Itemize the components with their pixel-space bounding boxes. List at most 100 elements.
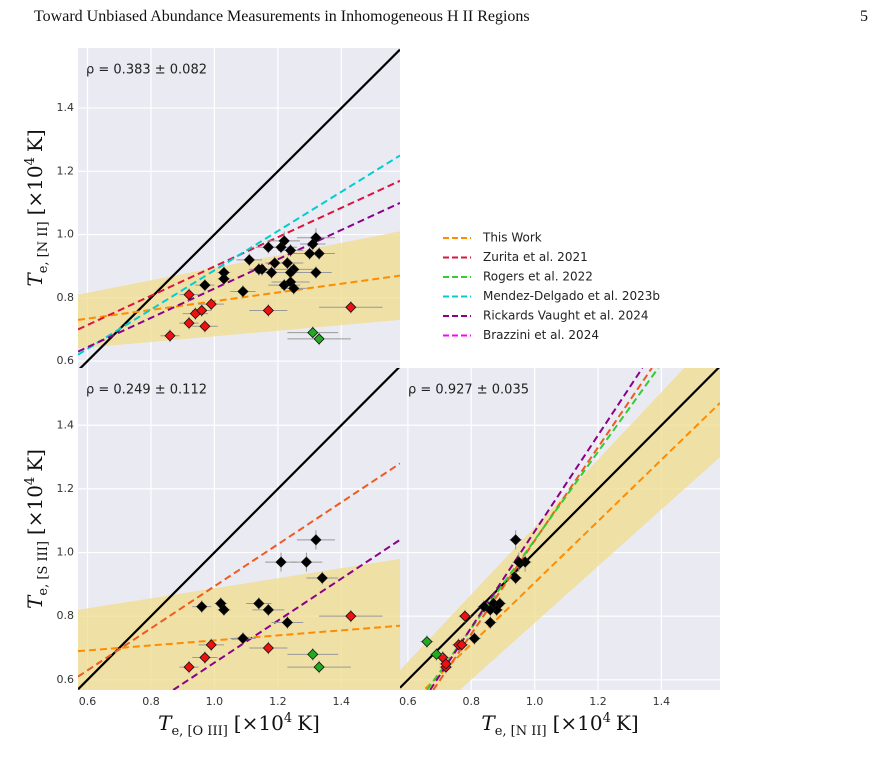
legend-label: Rickards Vaught et al. 2024 [483, 309, 649, 323]
one-to-one-line [78, 48, 400, 368]
data-point [237, 632, 249, 645]
y-tick-label: 1.2 [57, 164, 75, 177]
fit-line [78, 202, 400, 353]
data-point [183, 661, 195, 673]
data-point [494, 597, 506, 610]
label-symbol: T [23, 272, 47, 287]
data-point [183, 317, 195, 329]
data-point [345, 610, 357, 622]
data-point [262, 604, 274, 616]
data-point [484, 604, 496, 616]
label-unit-end: K] [297, 711, 320, 735]
data-point [199, 651, 211, 664]
x-tick-label: 0.6 [79, 695, 97, 708]
label-subscript: e, [S III] [36, 541, 51, 596]
data-point [253, 263, 265, 275]
legend-label: This Work [482, 231, 542, 245]
fit-line [429, 368, 644, 690]
data-point [199, 320, 211, 332]
one-to-one-line [78, 368, 400, 690]
y-tick-label: 1.0 [57, 228, 75, 241]
data-point [237, 285, 249, 298]
y-tick-label: 1.2 [57, 482, 75, 495]
fit-line [78, 154, 400, 356]
legend-label: Zurita et al. 2021 [483, 250, 588, 264]
plot-area [78, 368, 400, 690]
data-point [459, 610, 471, 622]
data-point [421, 636, 433, 648]
data-point [313, 661, 325, 673]
data-point [430, 648, 443, 660]
scatter-band [400, 368, 720, 690]
data-point [196, 601, 208, 613]
data-point [262, 241, 274, 253]
data-point [440, 658, 452, 670]
data-point [243, 254, 255, 266]
data-point [275, 556, 287, 568]
data-point [484, 616, 496, 629]
x-tick-label: 0.8 [463, 695, 481, 708]
label-symbol: T [481, 711, 496, 735]
y-tick-label: 0.6 [57, 354, 75, 367]
label-symbol: T [23, 594, 47, 609]
data-point [218, 273, 230, 285]
y-tick-label: 1.4 [57, 418, 75, 431]
data-point [183, 289, 195, 301]
data-point [513, 556, 525, 568]
data-point [164, 330, 176, 342]
x-tick-label: 1.0 [526, 695, 544, 708]
label-subscript: e, [N II] [36, 221, 51, 273]
data-point [284, 244, 297, 256]
label-unit: [×10 [234, 711, 284, 735]
data-point [275, 241, 287, 253]
label-power: 4 [23, 477, 38, 485]
plot-area [400, 368, 720, 690]
data-point [307, 238, 319, 250]
legend-label: Mendez-Delgado et al. 2023b [483, 289, 660, 303]
data-point [510, 534, 522, 546]
data-point [310, 266, 322, 279]
x-tick-label: 1.4 [653, 695, 671, 708]
y-tick-label: 0.6 [57, 673, 75, 686]
label-subscript: e, [O III] [171, 724, 227, 739]
plot-area [78, 48, 400, 368]
running-head: Toward Unbiased Abundance Measurements i… [34, 8, 530, 25]
data-point [262, 642, 274, 654]
fit-line [78, 462, 400, 678]
data-point [262, 304, 274, 317]
x-tick-label: 1.0 [206, 695, 224, 708]
data-point [281, 616, 293, 629]
data-point [218, 604, 230, 616]
data-point [253, 597, 265, 610]
data-point [205, 639, 217, 651]
data-point [307, 327, 319, 339]
label-power: 4 [284, 711, 292, 726]
one-to-one-line [400, 368, 720, 689]
annotation: ρ = 0.383 ± 0.082 [86, 63, 207, 78]
fit-line [426, 368, 660, 690]
axis-label: Te, [N II] [×104 K] [481, 711, 638, 739]
label-power: 4 [603, 711, 611, 726]
data-point [456, 639, 468, 651]
label-unit: [×10 [553, 711, 603, 735]
label-subscript: e, [N II] [495, 724, 547, 739]
data-point [307, 648, 319, 660]
data-point [304, 247, 316, 260]
annotation: ρ = 0.927 ± 0.035 [408, 383, 529, 398]
fit-line [78, 274, 400, 321]
data-point [269, 257, 281, 269]
data-point [316, 572, 328, 584]
label-unit-end: K] [23, 449, 47, 472]
y-tick-label: 0.8 [57, 291, 75, 304]
data-point [313, 247, 325, 260]
data-point [468, 632, 481, 645]
fit-line [422, 402, 720, 690]
legend-label: Brazzini et al. 2024 [483, 328, 599, 342]
data-point [313, 333, 325, 345]
data-point [510, 572, 522, 584]
page-number: 5 [860, 8, 868, 25]
fit-line [172, 538, 400, 690]
y-tick-label: 1.0 [57, 546, 75, 559]
label-unit: [×10 [23, 165, 47, 215]
